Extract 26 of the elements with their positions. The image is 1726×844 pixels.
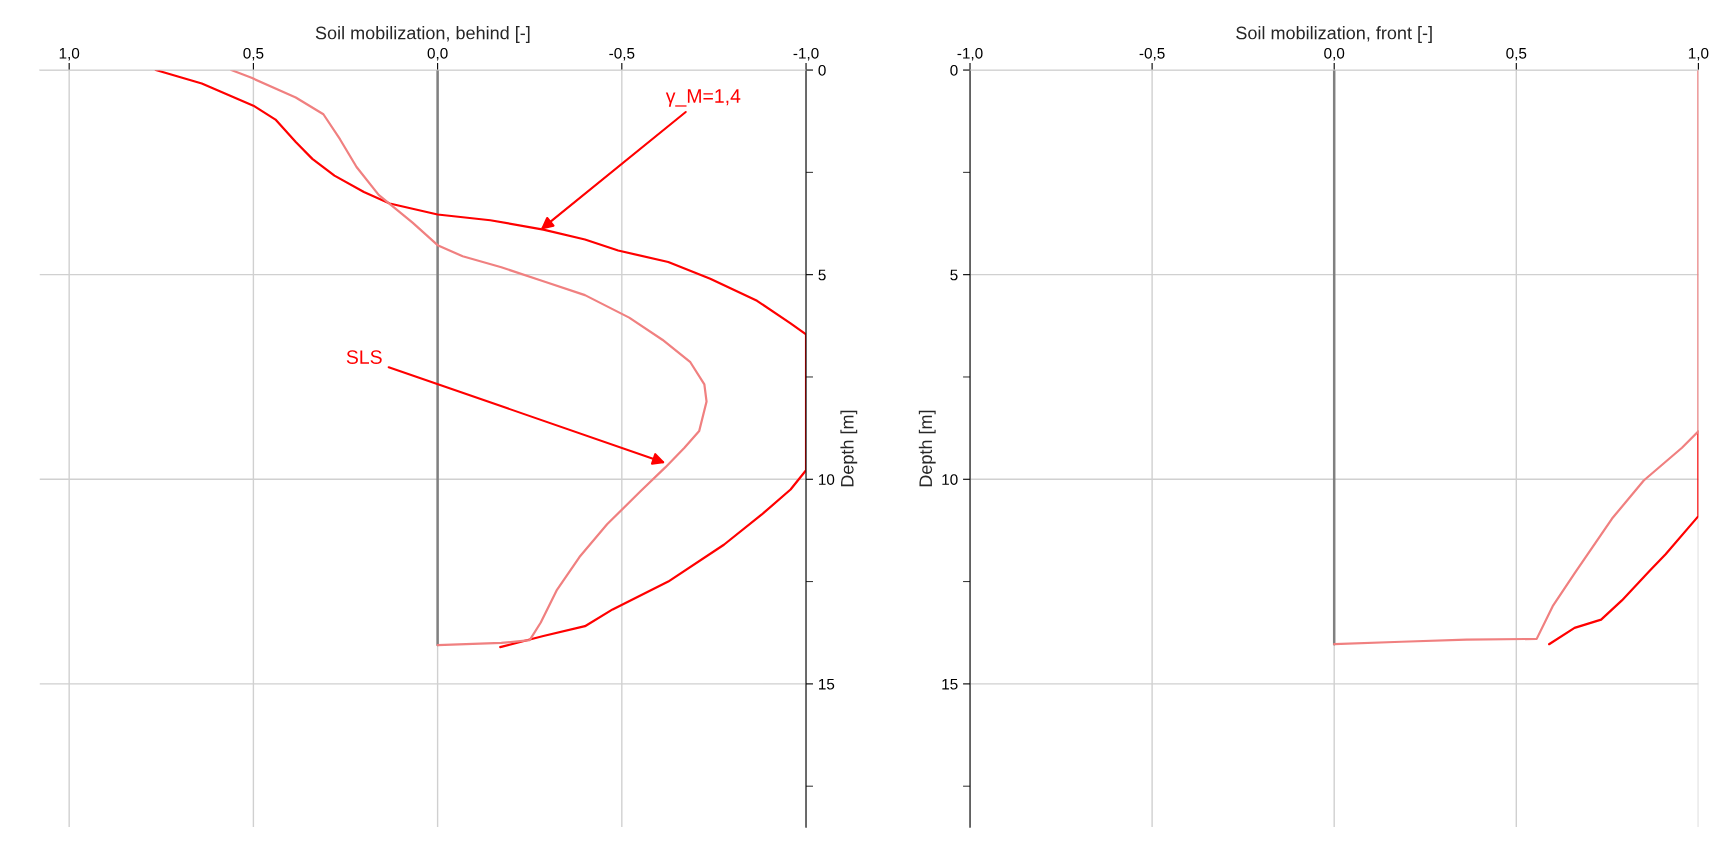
x-tick-label: 0,0 — [1324, 47, 1345, 61]
y-tick-label: 0 — [950, 64, 958, 76]
x-tick-label: -0,5 — [1139, 47, 1165, 61]
line-series — [154, 70, 807, 649]
line-series — [1333, 70, 1699, 646]
annotation: γ_M=1,4 — [665, 89, 741, 107]
x-tick-label: 1,0 — [59, 47, 80, 61]
y-axis-title: Depth [m] — [840, 410, 858, 487]
y-tick-label: 0 — [818, 64, 826, 76]
annotation: SLS — [346, 350, 382, 364]
y-tick-label: 5 — [950, 269, 958, 281]
y-tick-label: 15 — [942, 678, 958, 690]
y-tick-label: 15 — [819, 678, 835, 690]
x-axis-title: Soil mobilization, behind [-] — [315, 26, 530, 43]
x-tick-label: 0,5 — [1506, 47, 1527, 61]
x-tick-label: 0,5 — [243, 47, 264, 61]
x-axis-title: Soil mobilization, front [-] — [1236, 26, 1432, 43]
x-tick-label: 1,0 — [1688, 47, 1709, 61]
x-tick-label: 0,0 — [427, 47, 448, 61]
x-tick-label: -0,5 — [609, 47, 635, 61]
y-tick-label: 5 — [818, 269, 826, 281]
y-tick-label: 10 — [942, 474, 958, 485]
x-tick-label: -1,0 — [793, 47, 819, 61]
y-axis-title: Depth [m] — [918, 410, 936, 487]
x-tick-label: -1,0 — [957, 47, 983, 61]
y-tick-label: 10 — [819, 474, 835, 485]
